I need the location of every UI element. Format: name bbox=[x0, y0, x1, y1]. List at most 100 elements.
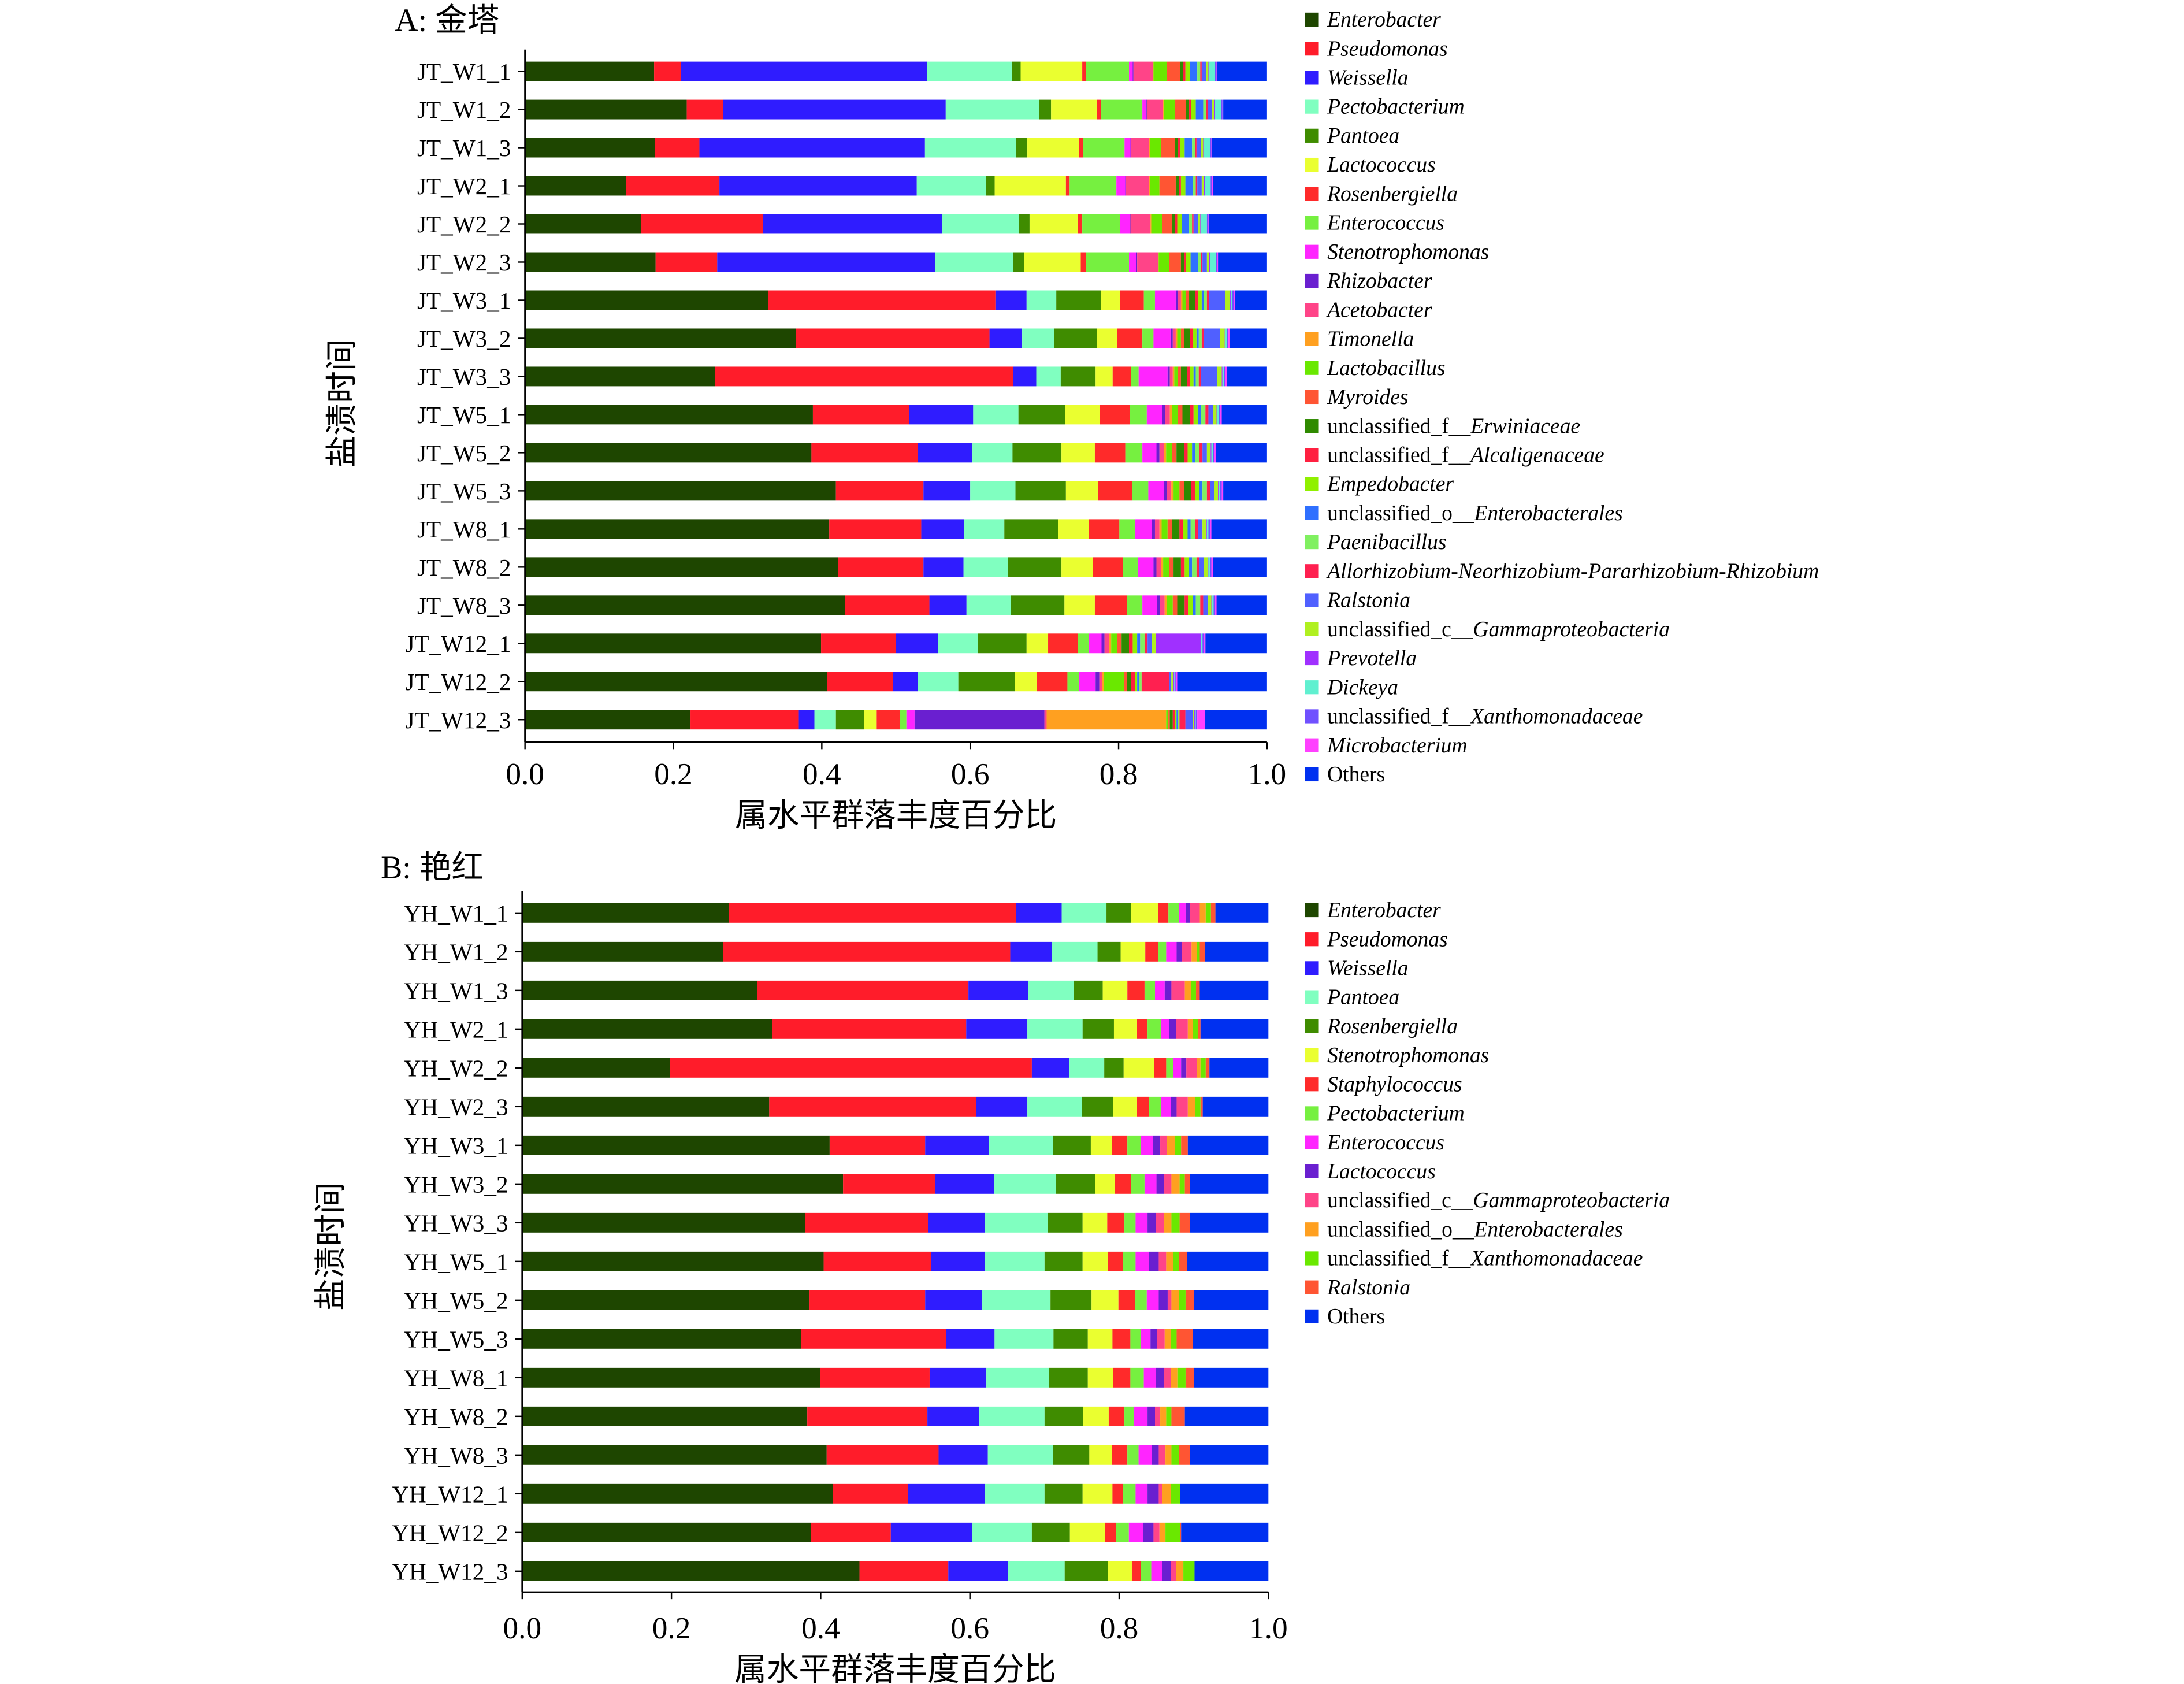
bar-segment bbox=[1162, 214, 1172, 234]
bar-segment bbox=[1139, 672, 1142, 692]
bar-segment bbox=[1178, 710, 1180, 730]
bar-row bbox=[522, 1445, 1269, 1465]
bar-segment bbox=[1214, 481, 1219, 501]
bar-segment bbox=[525, 61, 655, 81]
bar-segment bbox=[525, 710, 691, 730]
bar-segment bbox=[1225, 328, 1227, 348]
legend-label: Stenotrophomonas bbox=[1327, 1044, 1489, 1067]
y-tick-label: JT_W1_1 bbox=[417, 58, 511, 85]
bar-segment bbox=[1131, 138, 1149, 158]
bar-segment bbox=[1161, 557, 1164, 577]
bar-segment bbox=[966, 1019, 1028, 1039]
bar-segment bbox=[1180, 138, 1185, 158]
bar-segment bbox=[1050, 1290, 1092, 1310]
bar-segment bbox=[1180, 366, 1187, 387]
bar-segment bbox=[522, 1483, 833, 1504]
legend-label: Pseudomonas bbox=[1327, 37, 1448, 61]
bar-segment bbox=[1149, 138, 1150, 158]
bar-segment bbox=[1167, 519, 1172, 539]
bar-segment bbox=[1195, 99, 1204, 120]
legend-swatch bbox=[1305, 42, 1319, 56]
bar-segment bbox=[1198, 252, 1201, 272]
bar-segment bbox=[1101, 99, 1143, 120]
bar-segment bbox=[1144, 980, 1155, 1000]
bar-segment bbox=[1214, 443, 1216, 463]
bar-segment bbox=[1167, 61, 1180, 81]
bar-segment bbox=[1116, 1522, 1129, 1542]
bar-segment bbox=[1171, 1290, 1179, 1310]
legend-swatch bbox=[1305, 1164, 1319, 1178]
bar-segment bbox=[1182, 290, 1186, 310]
bar-segment bbox=[1161, 138, 1175, 158]
bar-segment bbox=[1044, 1251, 1083, 1271]
legend-item: Rosenbergiella bbox=[1305, 1015, 1458, 1038]
bar-segment bbox=[1195, 519, 1198, 539]
y-tick-label: JT_W3_3 bbox=[417, 363, 511, 390]
bar-segment bbox=[1165, 1522, 1180, 1542]
bar-segment bbox=[1212, 99, 1214, 120]
bar-segment bbox=[1203, 138, 1204, 158]
bar-segment bbox=[525, 176, 626, 196]
bar-segment bbox=[525, 557, 838, 577]
bar-segment bbox=[1228, 328, 1230, 348]
bar-segment bbox=[1219, 405, 1220, 425]
legend-label: unclassified_c__Gammaproteobacteria bbox=[1327, 1189, 1670, 1212]
bar-segment bbox=[640, 214, 763, 234]
y-tick-label: YH_W12_2 bbox=[392, 1519, 508, 1546]
x-tick-label: 1.0 bbox=[1248, 757, 1287, 791]
bar-segment bbox=[1209, 252, 1210, 272]
bar-segment bbox=[1169, 1019, 1176, 1039]
legend-item: Empedobacter bbox=[1305, 473, 1454, 496]
bar-segment bbox=[626, 176, 720, 196]
bar-segment bbox=[966, 595, 1011, 615]
bar-segment bbox=[1082, 1019, 1114, 1039]
bar-segment bbox=[1173, 481, 1180, 501]
y-tick-label: JT_W3_1 bbox=[417, 287, 511, 314]
bar-segment bbox=[1213, 405, 1217, 425]
bar-segment bbox=[1151, 1561, 1162, 1581]
bar-segment bbox=[522, 1445, 827, 1465]
bar-segment bbox=[1169, 405, 1172, 425]
bar-segment bbox=[1187, 366, 1190, 387]
legend-swatch bbox=[1305, 1193, 1319, 1208]
bar-segment bbox=[1046, 710, 1167, 730]
bar-segment bbox=[1195, 710, 1198, 730]
bar-segment bbox=[972, 1522, 1032, 1542]
bar-row bbox=[525, 138, 1267, 158]
bar-segment bbox=[525, 252, 656, 272]
bar-segment bbox=[1112, 1483, 1123, 1504]
bar-row bbox=[525, 214, 1267, 234]
bar-segment bbox=[928, 1212, 985, 1233]
legend-label: Ralstonia bbox=[1327, 1276, 1410, 1300]
legend-swatch bbox=[1305, 738, 1319, 752]
bar-segment bbox=[1135, 1483, 1148, 1504]
bar-segment bbox=[978, 633, 1027, 654]
bar-segment bbox=[1179, 1174, 1185, 1194]
bar-segment bbox=[1082, 61, 1086, 81]
bar-segment bbox=[1217, 61, 1267, 81]
bar-segment bbox=[1221, 99, 1223, 120]
bar-row bbox=[525, 176, 1267, 196]
bar-segment bbox=[968, 980, 1028, 1000]
bar-segment bbox=[1175, 99, 1186, 120]
bar-segment bbox=[1193, 405, 1198, 425]
bar-segment bbox=[924, 138, 1016, 158]
bar-segment bbox=[1154, 980, 1165, 1000]
bar-segment bbox=[1198, 290, 1202, 310]
bar-segment bbox=[522, 1522, 811, 1542]
bar-segment bbox=[1165, 405, 1170, 425]
bar-segment bbox=[994, 1174, 1056, 1194]
legend-label: Weissella bbox=[1327, 957, 1408, 981]
legend-item: unclassified_f__Xanthomonadaceae bbox=[1305, 1247, 1643, 1271]
chart-title: A: 金塔 bbox=[395, 2, 499, 38]
bar-segment bbox=[1218, 252, 1267, 272]
bar-segment bbox=[1216, 252, 1217, 272]
bar-segment bbox=[1135, 1290, 1147, 1310]
bar-segment bbox=[1190, 980, 1197, 1000]
bar-segment bbox=[1127, 672, 1131, 692]
y-axis-title: 盐渍时间 bbox=[325, 339, 361, 468]
bar-segment bbox=[1191, 941, 1197, 962]
bar-segment bbox=[1171, 1445, 1179, 1465]
bar-segment bbox=[1051, 99, 1097, 120]
legend-label: Pantoea bbox=[1327, 124, 1399, 148]
